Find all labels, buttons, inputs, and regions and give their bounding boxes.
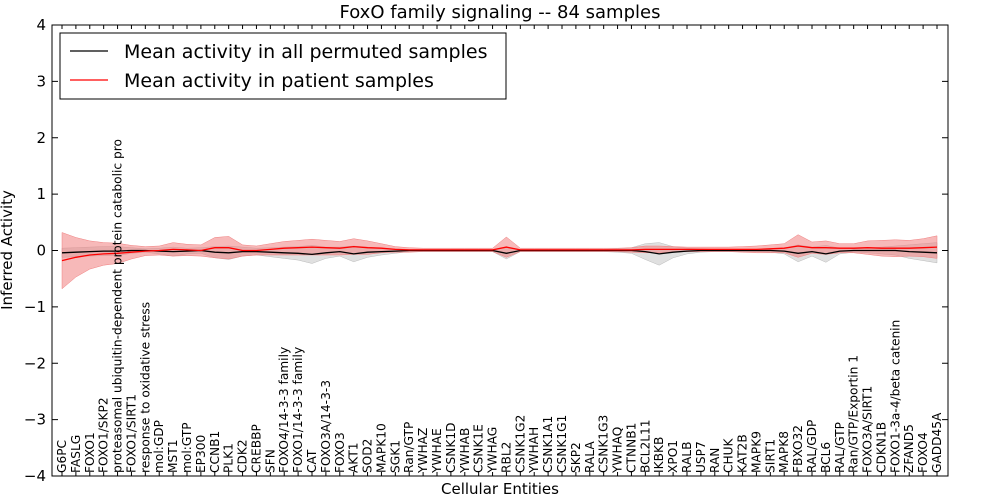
y-tick-label: −2 [24,354,46,372]
category-label: MST1 [166,440,180,473]
category-label: FOXO3 [333,432,347,473]
category-label: Ran/GTP [402,422,416,473]
category-label: USP7 [694,441,708,473]
y-tick-label: 4 [36,16,46,34]
category-label: CSNK1A1 [541,416,555,473]
category-label: BCL6 [819,442,833,473]
category-label: RAL/GDP [805,420,819,473]
category-label: YWHAB [458,428,472,474]
category-label: FOXO1 [83,432,97,473]
category-label: YWHAH [527,427,541,474]
category-label: CHUK [722,437,736,473]
category-label: SOD2 [361,439,375,473]
category-label: CDK2 [236,439,250,473]
category-label: YWHAQ [611,427,625,474]
category-label: CCNB1 [208,431,222,473]
category-label: CAT [305,449,319,473]
category-label: GADD45A [930,412,944,473]
category-label: FOXO1/14-3-3 family [291,347,305,473]
permuted-line [61,249,938,256]
axis-ticks: −4 −3 −2 −1 0 1 2 3 4 [24,16,948,485]
chart-title: FoxO family signaling -- 84 samples [340,2,661,23]
y-tick-label: −3 [24,411,46,429]
category-label: CSNK1G1 [555,415,569,473]
category-label: CSNK1E [472,424,486,473]
category-label: mol:GTP [180,422,194,473]
category-label: mol:GDP [152,420,166,473]
category-label: FBXO32 [791,425,805,473]
category-label: YWHAE [430,428,444,474]
category-label: FOXO3A/14-3-3 [319,380,333,473]
category-label: FOXO4 [916,432,930,473]
legend-label-patient: Mean activity in patient samples [124,70,434,92]
category-label: SIRT1 [763,439,777,473]
category-label: FASLG [69,435,83,473]
y-tick-label: 1 [36,185,46,203]
category-label: FOXO4/14-3-3 family [277,347,291,473]
category-label: Ran/GTP/Exportin 1 [847,355,861,473]
category-label: SKP2 [569,442,583,473]
category-label: G6PC [55,440,69,473]
category-label: RALB [680,442,694,473]
category-label: MAPK9 [749,431,763,473]
y-axis-label: Inferred Activity [0,190,16,310]
patient-line [61,245,938,262]
category-label: PLK1 [222,443,236,473]
category-label: RAL/GTP [833,422,847,473]
category-label: FOXO1/SKP2 [97,397,111,473]
y-tick-label: 2 [36,129,46,147]
y-tick-label: −4 [24,467,46,485]
category-label: MAPK10 [374,423,388,473]
patient-band [61,232,938,290]
category-label: FOXO3A/SIRT1 [861,386,875,473]
legend-label-permuted: Mean activity in all permuted samples [124,41,487,63]
category-label: YWHAZ [416,428,430,474]
category-label: MAPK8 [777,431,791,473]
category-label: response to oxidative stress [138,302,152,473]
category-label: RBL2 [499,442,513,473]
category-label: proteasomal ubiquitin-dependent protein … [111,139,125,473]
legend: Mean activity in all permuted samples Me… [59,32,507,100]
category-label: IKBKB [652,437,666,473]
x-axis-label: Cellular Entities [441,480,559,498]
category-label: SGK1 [388,440,402,473]
category-label: SFN [263,449,277,473]
category-labels: G6PC FASLG FOXO1 FOXO1/SKP2 proteasomal ubiq… [55,139,944,474]
category-label: RAN [708,448,722,473]
plot-frame [51,24,949,477]
category-label: AKT1 [347,442,361,473]
category-label: XPO1 [666,440,680,473]
series-lines [61,245,938,262]
category-label: EP300 [194,435,208,473]
category-label: FOXO1-3a-4/beta catenin [888,320,902,473]
category-label: FOXO1/SIRT1 [124,394,138,473]
category-label: KAT2B [736,434,750,473]
confidence-bands [61,232,938,290]
y-tick-label: 0 [36,242,46,260]
category-label: CSNK1G2 [513,415,527,473]
category-label: CSNK1G3 [597,415,611,473]
category-label: CDKN1B [874,422,888,473]
category-label: ZFAND5 [902,424,916,473]
category-label: CTNNB1 [624,423,638,473]
category-label: CREBBP [249,424,263,473]
legend-box [59,32,507,100]
category-label: YWHAG [486,427,500,474]
category-label: CSNK1D [444,423,458,474]
category-label: RALA [583,441,597,473]
category-label: BCL2L11 [638,419,652,473]
y-tick-label: −1 [24,298,46,316]
y-tick-label: 3 [36,72,46,90]
